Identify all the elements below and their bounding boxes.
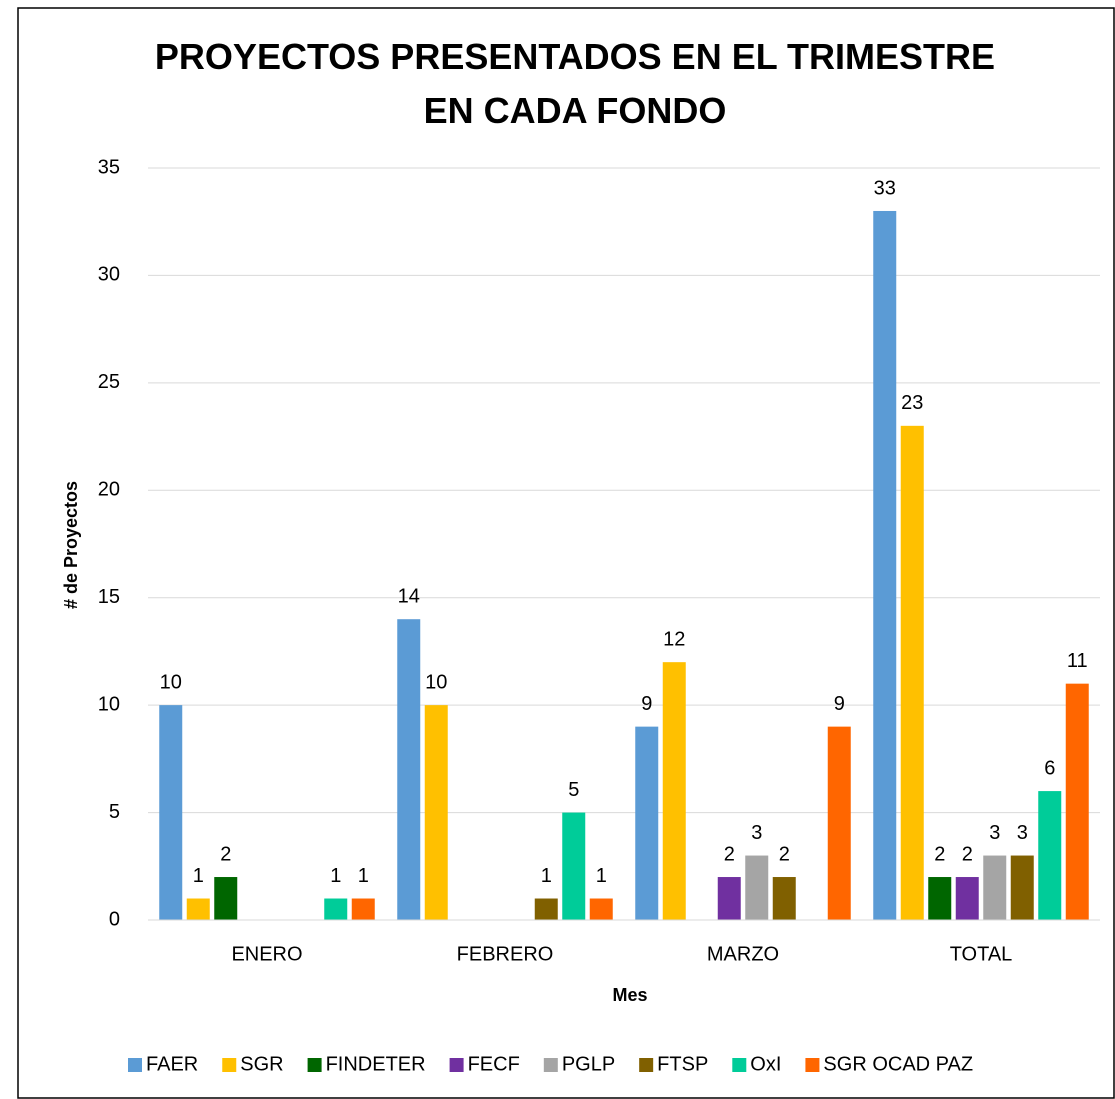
bar [662,662,686,920]
bar [827,726,851,920]
data-label: 2 [724,843,735,865]
bar [424,705,448,920]
legend-swatch [732,1058,747,1072]
bar [534,898,558,920]
data-label: 3 [751,822,762,844]
y-tick-label: 30 [98,264,120,286]
data-label: 1 [358,865,369,887]
legend-label: SGR OCAD PAZ [823,1053,973,1075]
data-label: 1 [596,865,607,887]
x-tick-label: FEBRERO [457,943,554,965]
data-label: 1 [541,865,552,887]
legend-swatch [805,1058,820,1072]
legend-swatch [222,1058,237,1072]
legend-label: FINDETER [326,1053,426,1075]
data-label: 2 [962,843,973,865]
legend-label: PGLP [562,1053,615,1075]
bar [772,877,796,920]
bar [324,898,348,920]
bar [351,898,375,920]
bar [635,726,659,920]
y-tick-label: 15 [98,586,120,608]
legend-label: SGR [240,1053,283,1075]
x-tick-label: MARZO [707,943,779,965]
data-label: 2 [220,843,231,865]
chart-frame [17,7,1115,1099]
x-tick-label: ENERO [231,943,302,965]
y-tick-label: 25 [98,371,120,393]
legend-swatch [449,1058,464,1072]
data-label: 23 [901,392,923,414]
data-label: 10 [425,671,447,693]
bar [717,877,741,920]
x-tick-label: TOTAL [950,943,1013,965]
chart-title: PROYECTOS PRESENTADOS EN EL TRIMESTRE EN… [154,36,996,131]
data-label: 3 [1017,822,1028,844]
data-label: 6 [1044,757,1055,779]
y-axis-label: # de Proyectos [61,481,81,609]
data-label: 12 [663,628,685,650]
data-label: 11 [1067,650,1088,672]
legend-swatch [639,1058,654,1072]
bar [873,210,897,920]
y-tick-label: 5 [109,801,120,823]
bar [186,898,210,920]
y-tick-label: 35 [98,156,120,178]
data-label: 1 [193,865,204,887]
bar [589,898,613,920]
data-label: 2 [779,843,790,865]
y-tick-label: 0 [109,908,120,930]
data-label: 33 [874,177,896,199]
data-label: 5 [568,779,579,801]
data-label: 3 [989,822,1000,844]
y-tick-label: 10 [98,693,120,715]
data-label: 9 [641,693,652,715]
legend-label: FECF [468,1053,520,1075]
legend-swatch [128,1058,142,1072]
legend-label: OxI [750,1053,781,1075]
data-label: 9 [834,693,845,715]
legend-label: FTSP [657,1053,708,1075]
bar [900,425,924,920]
legend-swatch [543,1058,558,1072]
bar [928,877,952,920]
data-label: 10 [160,671,182,693]
bar [1010,855,1034,920]
legend-label: FAER [146,1053,198,1075]
bar [1065,683,1089,920]
y-tick-label: 20 [98,479,120,501]
bar [562,812,586,920]
bar [159,705,183,920]
bar [983,855,1007,920]
x-axis-label: Mes [612,985,647,1005]
bar [1038,791,1062,920]
legend-swatch [307,1058,322,1072]
data-label: 14 [398,585,420,607]
data-label: 2 [934,843,945,865]
data-label: 1 [330,865,341,887]
bar [955,877,979,920]
bar [214,877,238,920]
bar [397,619,421,920]
bar [745,855,769,920]
